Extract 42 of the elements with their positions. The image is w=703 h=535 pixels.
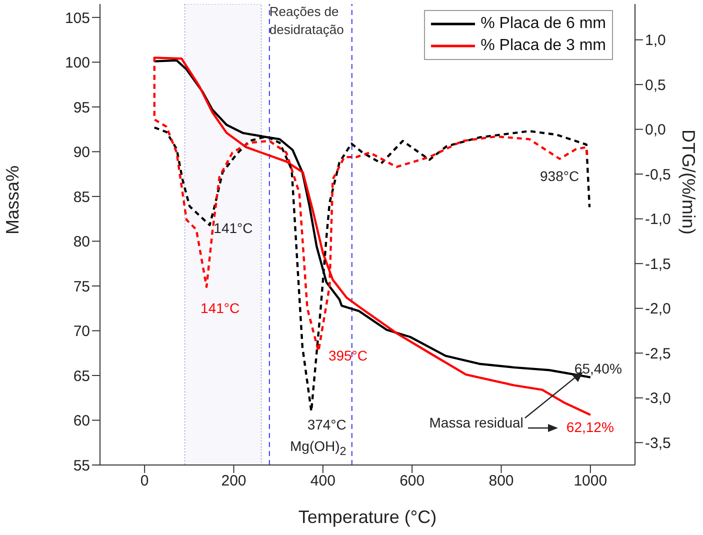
legend-label: % Placa de 3 mm [480,36,606,56]
annotation: 374°C [307,416,346,432]
legend-label: % Placa de 6 mm [480,14,606,34]
x-tick-label: 0 [140,472,149,490]
annotation: Mg(OH)$_{2}$ [290,438,346,458]
x-axis-title: Temperature (°C) [298,507,437,527]
y2-tick-label: -3,5 [645,434,671,452]
y2-tick-label: 0,5 [645,76,666,94]
y-tick-label: 55 [73,457,90,474]
x-tick-label: 400 [310,472,336,490]
band-label: Reações de desidratação [269,4,344,37]
y2-tick-label: -1,0 [645,211,671,228]
y2-tick-label: -1,5 [645,256,671,273]
y-tick-label: 70 [73,323,90,340]
y-axis-title: Massa% [2,165,22,234]
y2-tick-label: -0,5 [645,166,671,184]
annotation: 938°C [540,168,580,184]
annotation: 141°C [214,220,253,236]
y-tick-label: 95 [73,99,90,116]
y2-tick-label: -3,0 [645,390,671,408]
y2-tick-label: 0,0 [645,122,666,139]
y-tick-label: 105 [64,10,90,27]
x-tick-label: 800 [488,472,514,490]
y-tick-label: 65 [73,368,90,385]
y2-tick-label: 1,0 [645,32,666,50]
y2-axis-title: DTG/(%/min) [678,130,699,234]
y-tick-label: 85 [73,188,90,206]
y-tick-label: 100 [64,54,90,72]
y-tick-label: 80 [73,234,90,251]
annotation: 141°C [200,300,240,316]
x-tick-label: 1000 [574,472,608,490]
x-tick-label: 200 [221,472,246,490]
annotation: 62,12% [566,418,614,435]
y-tick-label: 75 [73,278,90,296]
y-tick-label: 90 [73,144,90,162]
annotation: 395°C [328,347,368,364]
x-tick-label: 600 [400,472,425,490]
y2-tick-label: -2,5 [645,345,671,362]
annotation: Massa residual [429,414,524,430]
y-tick-label: 60 [73,412,90,430]
y2-tick-label: -2,0 [645,300,671,318]
annotation: 65,40% [574,360,622,376]
